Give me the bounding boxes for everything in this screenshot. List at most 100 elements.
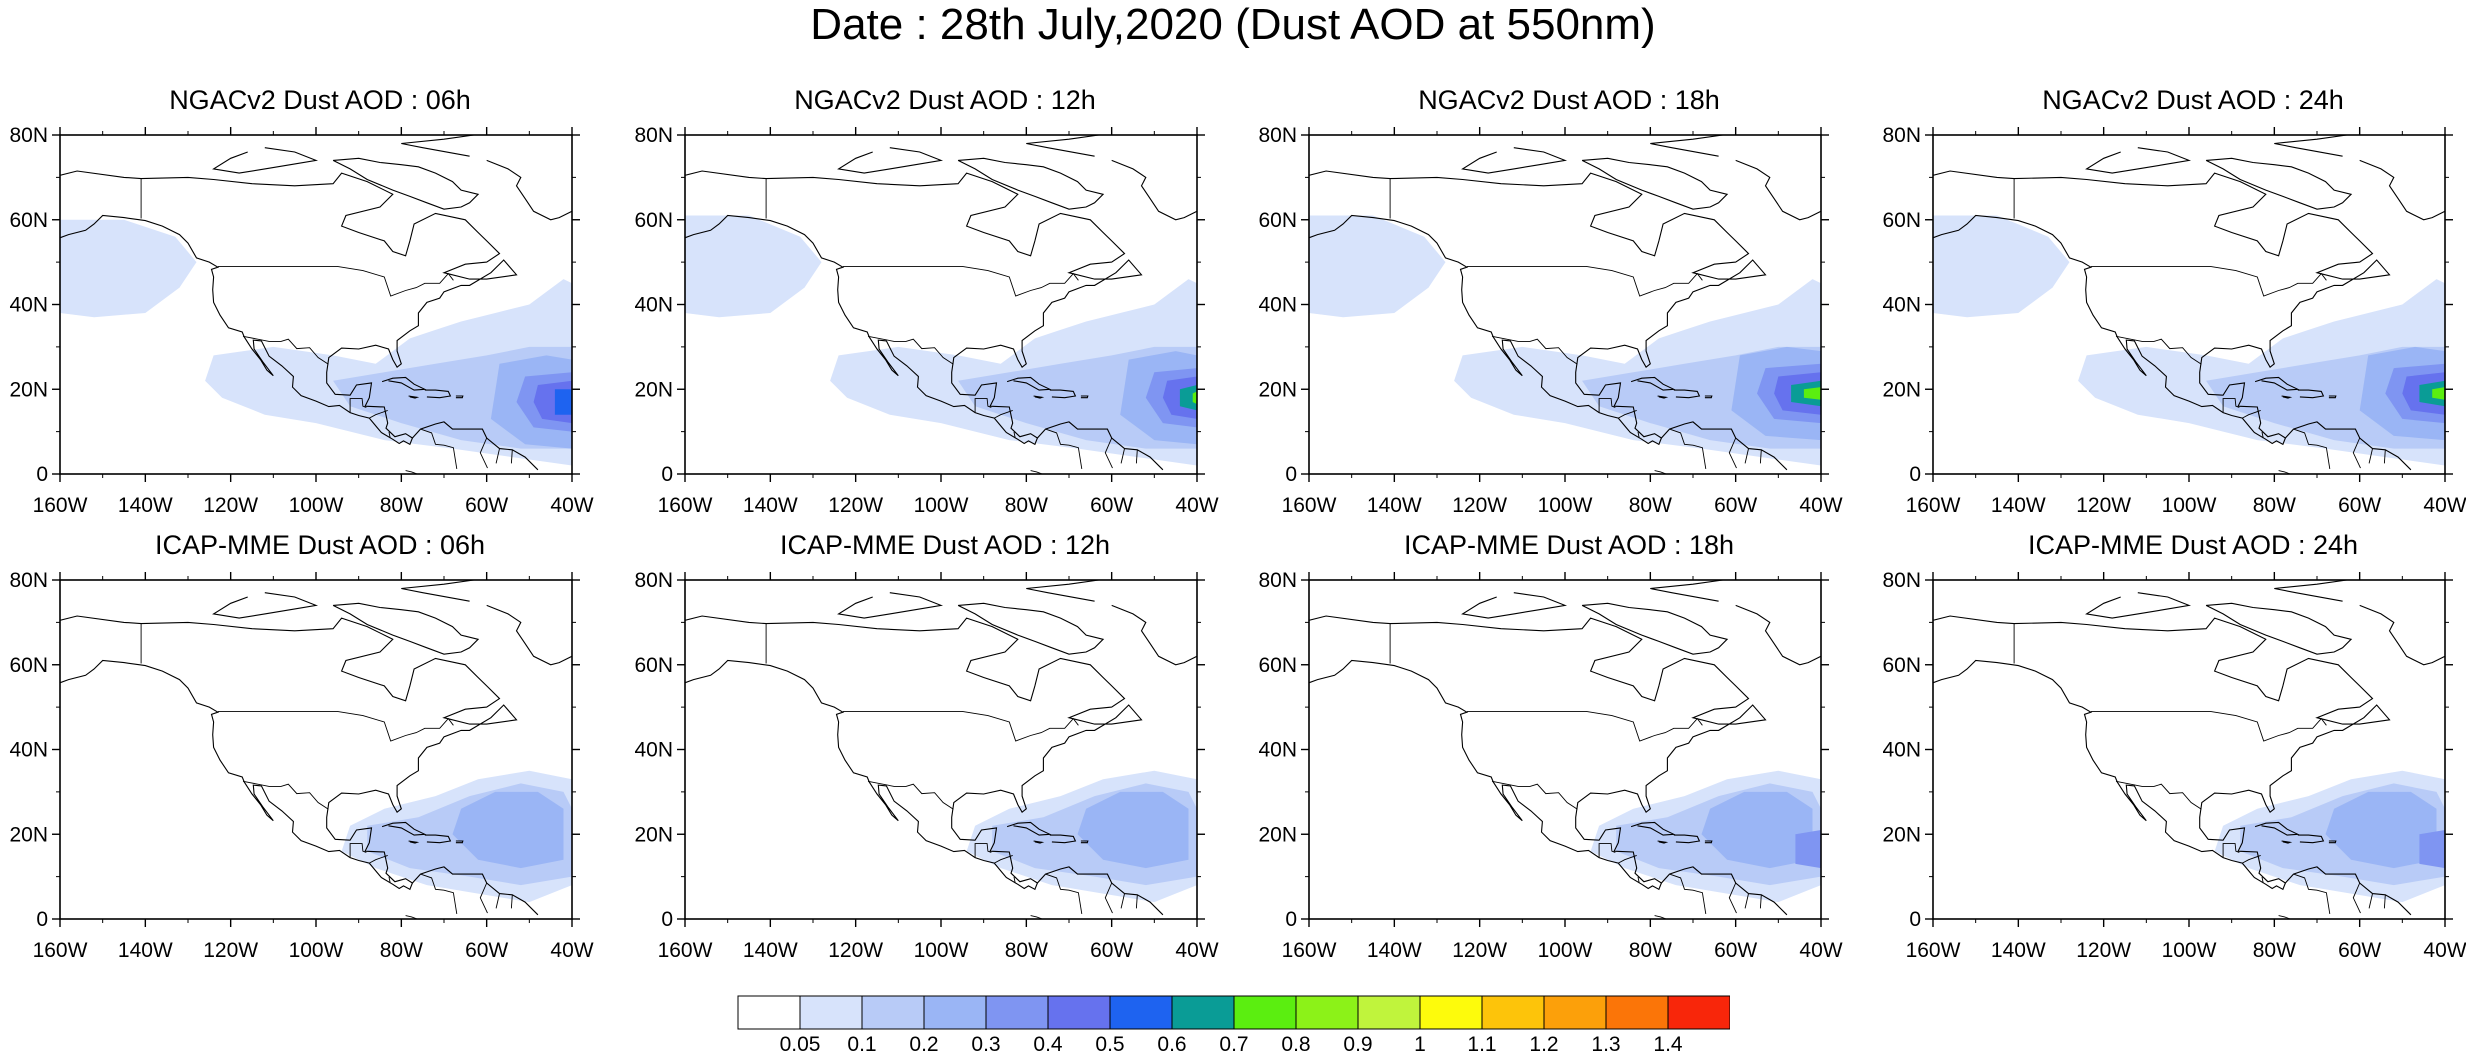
coastline — [2085, 592, 2192, 619]
colorbar-level-label: 0.9 — [1343, 1033, 1372, 1056]
lat-tick-label: 20N — [634, 823, 673, 846]
country-border — [420, 428, 458, 469]
country-border — [369, 854, 388, 864]
colorbar-level-label: 0.5 — [1095, 1033, 1124, 1056]
coastline — [1080, 840, 1089, 844]
coastline — [1309, 615, 1788, 916]
lon-tick-label: 40W — [1175, 494, 1218, 517]
dust-aod-area — [1179, 385, 1197, 411]
lat-tick-label: 40N — [634, 294, 673, 317]
coastline — [2359, 604, 2445, 666]
colorbar-swatch — [799, 995, 863, 1030]
coastline — [60, 659, 413, 891]
colorbar-swatch — [861, 995, 925, 1030]
coastline — [1673, 389, 1701, 399]
country-border — [405, 915, 419, 919]
lon-tick-label: 140W — [118, 494, 173, 517]
colorbar-swatch — [985, 995, 1049, 1030]
lon-tick-label: 160W — [1282, 939, 1337, 962]
lon-tick-label: 80W — [1629, 939, 1672, 962]
country-border — [1637, 431, 1640, 439]
coastline — [60, 170, 539, 471]
country-border — [1637, 876, 1640, 884]
lat-tick-label: 80N — [1258, 124, 1297, 147]
lon-tick-label: 120W — [2076, 494, 2131, 517]
coastline — [1704, 840, 1713, 844]
lat-tick-label: 0 — [1285, 908, 1297, 931]
country-border — [479, 882, 488, 914]
coastline — [685, 214, 1038, 446]
lat-tick-label: 0 — [1285, 463, 1297, 486]
lon-tick-label: 60W — [1714, 494, 1757, 517]
coastline — [837, 592, 944, 619]
coastline — [2254, 821, 2300, 836]
colorbar-swatch — [1295, 995, 1359, 1030]
country-border — [994, 854, 1013, 864]
coastline — [332, 602, 480, 655]
lon-tick-label: 120W — [1452, 939, 1507, 962]
lon-tick-label: 100W — [289, 939, 344, 962]
country-border — [1491, 335, 1578, 365]
coastline — [1309, 214, 1662, 446]
coastline — [2328, 840, 2337, 844]
lat-tick-label: 20N — [1882, 378, 1921, 401]
coastline — [1006, 821, 1052, 836]
country-border — [1654, 470, 1668, 474]
colorbar-swatch — [737, 995, 801, 1030]
map-panel: NGACv2 Dust AOD : 06h 80N 60N 40N 20N 0 160W 14… — [0, 85, 600, 525]
lon-tick-label: 160W — [1282, 494, 1337, 517]
coastline — [1704, 395, 1713, 399]
coastline — [2085, 147, 2192, 174]
country-border — [2261, 876, 2264, 884]
country-border — [1013, 431, 1016, 439]
coastline — [957, 157, 1105, 210]
country-border — [2293, 428, 2331, 469]
panel-title: NGACv2 Dust AOD : 18h — [1418, 85, 1720, 115]
coastline — [424, 834, 452, 844]
lon-tick-label: 140W — [1991, 939, 2046, 962]
coastline — [1581, 602, 1729, 655]
dust-aod-area — [2325, 791, 2437, 869]
colorbar-graphic: 0.05 0.1 0.2 0.3 0.4 0.5 0.6 0.7 0.8 0.9 1 1.1 1.2 1.… — [737, 995, 1731, 1056]
country-border — [1045, 428, 1083, 469]
lon-tick-label: 80W — [2253, 494, 2296, 517]
coastline — [2297, 389, 2325, 399]
lat-tick-label: 60N — [9, 209, 48, 232]
map-plot: 80N 60N 40N 20N 0 160W 140W 120W 100W 80W 60W 40W — [9, 569, 593, 962]
coastline — [401, 580, 487, 602]
lat-tick-label: 60N — [634, 654, 673, 677]
colorbar-level-label: 1.4 — [1653, 1033, 1683, 1056]
lat-tick-label: 40N — [634, 739, 673, 762]
country-border — [510, 449, 513, 464]
lon-tick-label: 40W — [1175, 939, 1218, 962]
country-border — [1759, 449, 1762, 464]
dust-aod-area — [452, 791, 564, 869]
country-border — [867, 780, 954, 810]
coastline — [1630, 821, 1676, 836]
lat-tick-label: 20N — [9, 823, 48, 846]
country-border — [974, 843, 992, 858]
lon-tick-label: 100W — [2162, 939, 2217, 962]
lat-tick-label: 40N — [1882, 739, 1921, 762]
coastline — [408, 395, 420, 399]
lon-tick-label: 40W — [550, 494, 593, 517]
country-border — [1104, 882, 1113, 914]
country-border — [2293, 873, 2331, 914]
country-border — [1728, 437, 1737, 469]
coastline — [401, 135, 487, 157]
country-border — [1466, 710, 1703, 742]
dust-aod-area — [554, 389, 572, 415]
coastline — [1657, 840, 1669, 844]
coastline — [1461, 592, 1568, 619]
map-panel: ICAP-MME Dust AOD : 24h 80N 60N 40N 20N 0 160W… — [1873, 530, 2466, 970]
colorbar-swatch — [1233, 995, 1297, 1030]
dust-aod-area — [1795, 830, 1821, 869]
country-border — [495, 448, 500, 464]
lat-tick-label: 40N — [1258, 294, 1297, 317]
lat-tick-label: 80N — [634, 124, 673, 147]
map-plot: 80N 60N 40N 20N 0 160W 140W 120W 100W 80W 60W 40W — [9, 124, 593, 517]
lon-tick-label: 80W — [1005, 939, 1048, 962]
country-border — [1135, 449, 1138, 464]
country-border — [1728, 882, 1737, 914]
lat-tick-label: 80N — [1882, 569, 1921, 592]
